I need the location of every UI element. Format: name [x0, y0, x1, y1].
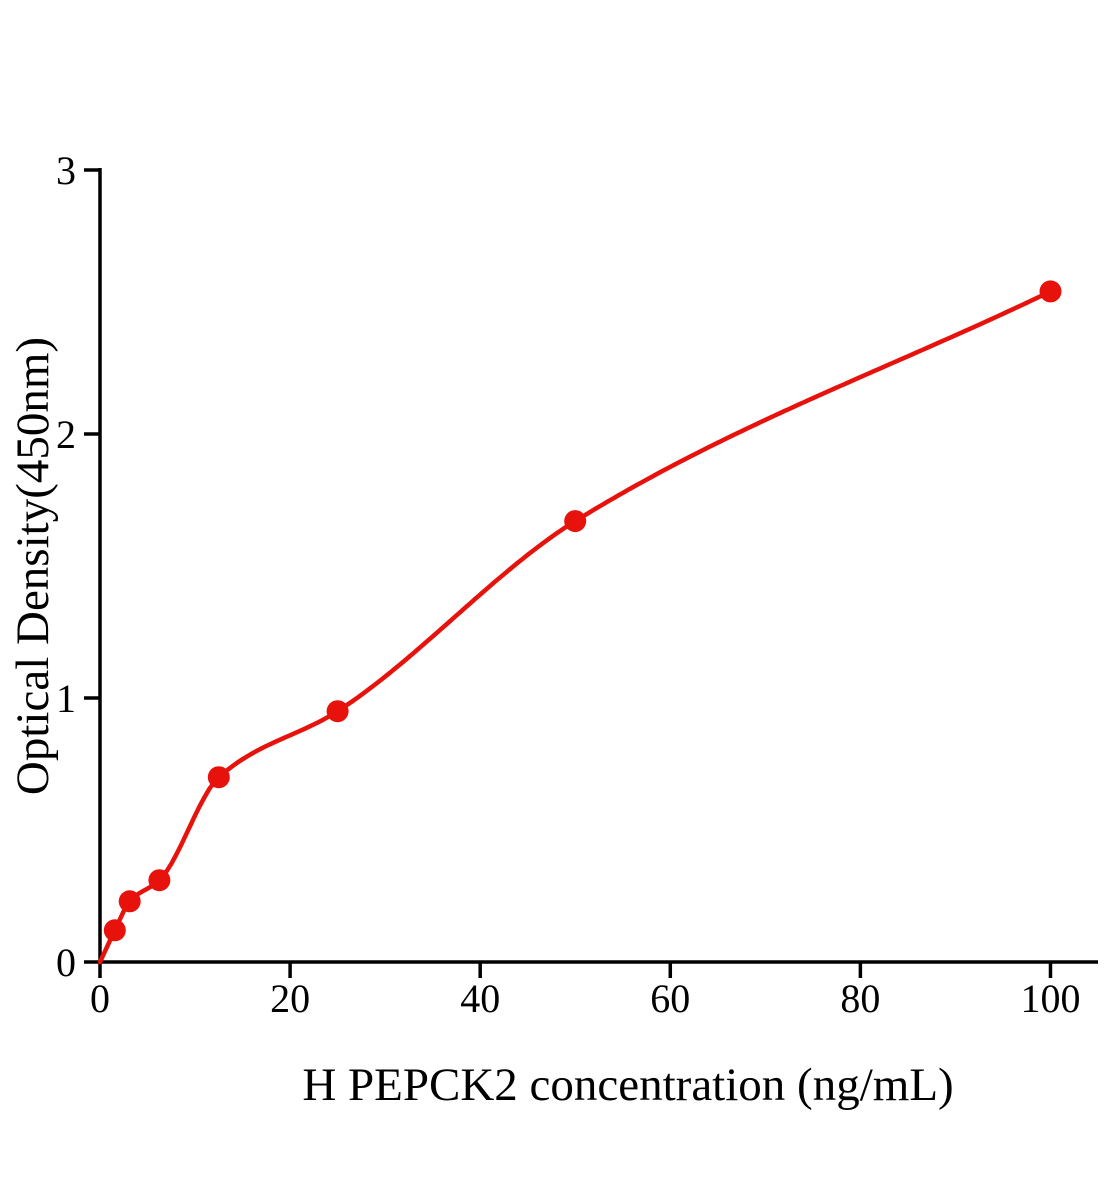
tick-labels: 0 1 2 3 0 20 40 60 80 100	[56, 148, 1080, 1021]
data-point	[103, 919, 126, 942]
y-tick-label: 2	[56, 412, 76, 457]
fit-curve	[97, 289, 1053, 965]
x-tick-label: 40	[460, 976, 500, 1021]
x-tick-label: 100	[1020, 976, 1080, 1021]
data-point	[118, 890, 141, 913]
y-tick-label: 1	[56, 676, 76, 721]
data-point	[1039, 280, 1062, 303]
y-axis-title: Optical Density(450nm)	[7, 337, 59, 795]
data-point	[326, 700, 349, 723]
data-point	[207, 766, 230, 789]
y-tick-label: 3	[56, 148, 76, 193]
fit-curve-path	[97, 289, 1053, 965]
x-tick-label: 0	[90, 976, 110, 1021]
y-tick-label: 0	[56, 940, 76, 985]
axes	[84, 168, 1098, 978]
data-points	[103, 280, 1062, 942]
x-axis-title: H PEPCK2 concentration (ng/mL)	[302, 1059, 953, 1111]
x-tick-label: 80	[840, 976, 880, 1021]
x-tick-label: 20	[270, 976, 310, 1021]
data-point	[564, 510, 587, 533]
x-tick-label: 60	[650, 976, 690, 1021]
data-point	[148, 869, 171, 892]
